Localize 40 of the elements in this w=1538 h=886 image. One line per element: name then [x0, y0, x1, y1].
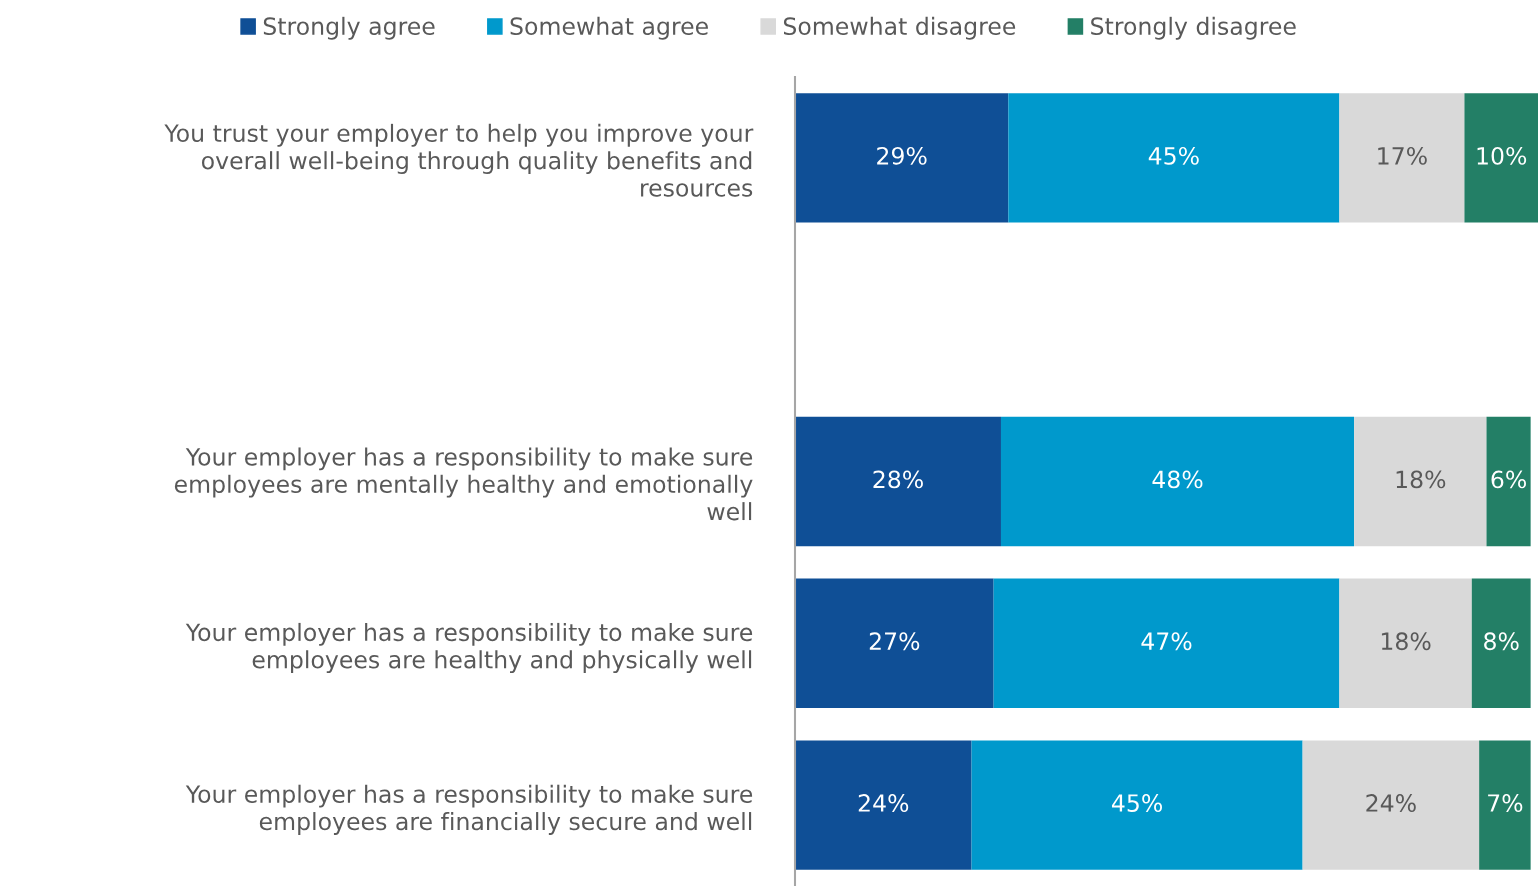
legend-label: Strongly agree — [263, 16, 435, 40]
y-tick-label: You trust your employer to help you improve your overall well-being through quality benefits and resources — [164, 123, 754, 197]
bar — [1302, 740, 1480, 870]
bar — [795, 93, 1009, 223]
bar — [1000, 416, 1355, 547]
legend-label: Somewhat agree — [510, 16, 708, 40]
data-label: 27% — [869, 632, 920, 651]
bar — [1486, 416, 1531, 547]
y-tick-label: Your employer has a responsibility to make sure employees are financially secure and well — [185, 784, 753, 835]
bar — [795, 416, 1001, 547]
bar — [1464, 93, 1538, 223]
data-label: 45% — [1111, 794, 1163, 812]
data-label: 8% — [1484, 632, 1519, 651]
data-label: 18% — [1381, 632, 1431, 651]
y-tick-label: Your employer has a responsibility to make sure employees are healthy and physically well — [185, 622, 753, 674]
legend-label: Somewhat disagree — [783, 16, 1016, 40]
bar — [993, 578, 1340, 709]
bar — [1479, 740, 1531, 870]
data-label: 10% — [1477, 146, 1527, 165]
bar — [1008, 93, 1340, 223]
bar — [1471, 578, 1531, 709]
data-label: 48% — [1152, 470, 1203, 489]
data-label: 47% — [1141, 632, 1192, 651]
bar — [1339, 93, 1465, 223]
data-label: 24% — [1366, 794, 1416, 812]
bar — [1354, 416, 1487, 547]
bar — [795, 578, 994, 709]
y-tick-label: Your employer has a responsibility to make sure employees are mentally healthy and emotionally well — [174, 447, 753, 521]
data-label: 29% — [877, 146, 927, 165]
data-label: 6% — [1491, 470, 1526, 489]
data-label: 7% — [1488, 794, 1523, 812]
data-label: 45% — [1148, 146, 1199, 165]
bar — [1339, 578, 1472, 709]
legend-label: Strongly disagree — [1091, 16, 1296, 40]
data-label: 18% — [1396, 470, 1446, 489]
bar — [971, 740, 1303, 870]
data-label: 17% — [1378, 146, 1427, 165]
data-label: 28% — [873, 470, 923, 489]
data-label: 24% — [858, 794, 909, 812]
bar — [795, 740, 972, 870]
